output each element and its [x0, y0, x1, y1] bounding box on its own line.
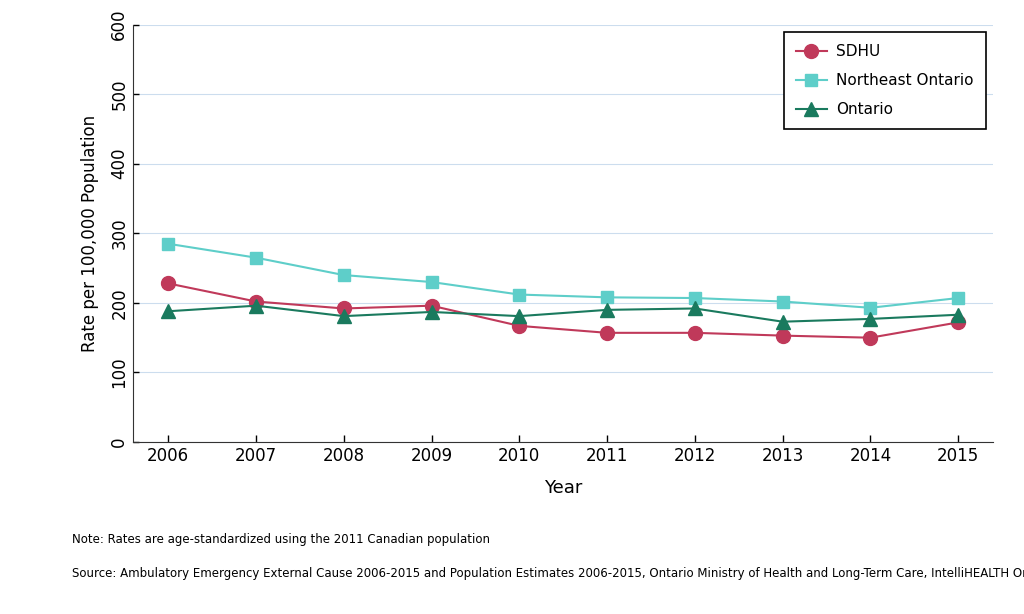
- SDHU: [776, 332, 788, 340]
- Ontario: [338, 313, 350, 320]
- SDHU: [250, 298, 262, 305]
- Line: Ontario: Ontario: [162, 299, 965, 328]
- Ontario: [513, 313, 525, 320]
- Ontario: [250, 302, 262, 309]
- Northeast Ontario: [776, 298, 788, 305]
- Ontario: [776, 318, 788, 325]
- SDHU: [338, 305, 350, 312]
- Line: SDHU: SDHU: [162, 276, 965, 344]
- Ontario: [425, 308, 437, 316]
- Text: Note: Rates are age-standardized using the 2011 Canadian population: Note: Rates are age-standardized using t…: [72, 534, 489, 546]
- SDHU: [689, 329, 701, 336]
- Northeast Ontario: [425, 278, 437, 286]
- Legend: SDHU, Northeast Ontario, Ontario: SDHU, Northeast Ontario, Ontario: [784, 32, 986, 129]
- SDHU: [513, 322, 525, 330]
- Northeast Ontario: [338, 271, 350, 279]
- SDHU: [601, 329, 613, 336]
- SDHU: [425, 302, 437, 309]
- Ontario: [689, 305, 701, 312]
- Y-axis label: Rate per 100,000 Population: Rate per 100,000 Population: [81, 115, 99, 352]
- Ontario: [952, 311, 965, 319]
- SDHU: [864, 334, 877, 341]
- Ontario: [162, 308, 174, 315]
- Ontario: [864, 315, 877, 322]
- Northeast Ontario: [162, 240, 174, 247]
- Northeast Ontario: [864, 304, 877, 311]
- X-axis label: Year: Year: [544, 479, 583, 497]
- Northeast Ontario: [513, 291, 525, 298]
- Northeast Ontario: [250, 254, 262, 262]
- Northeast Ontario: [601, 293, 613, 301]
- Northeast Ontario: [952, 294, 965, 301]
- SDHU: [162, 280, 174, 287]
- Line: Northeast Ontario: Northeast Ontario: [162, 238, 965, 314]
- Text: Source: Ambulatory Emergency External Cause 2006-2015 and Population Estimates 2: Source: Ambulatory Emergency External Ca…: [72, 567, 1024, 580]
- Northeast Ontario: [689, 294, 701, 301]
- SDHU: [952, 319, 965, 326]
- Ontario: [601, 306, 613, 314]
